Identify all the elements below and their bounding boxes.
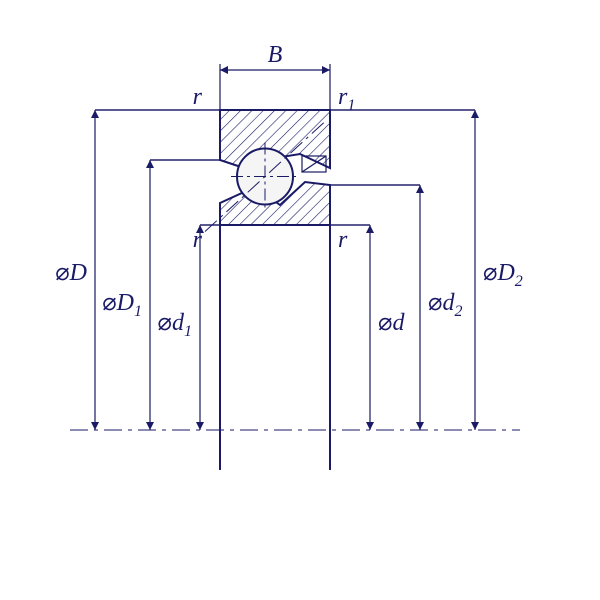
label-d: ⌀d [378,310,405,336]
label-D: ⌀D [55,260,87,286]
label-r-top-left: r [193,84,203,110]
label-d2: ⌀d2 [428,290,462,320]
label-D1: ⌀D1 [102,290,142,320]
label-B: B [268,42,283,68]
label-D2: ⌀D2 [483,260,523,290]
label-r-bottom-right: r [338,227,348,253]
label-d1: ⌀d1 [158,310,192,340]
